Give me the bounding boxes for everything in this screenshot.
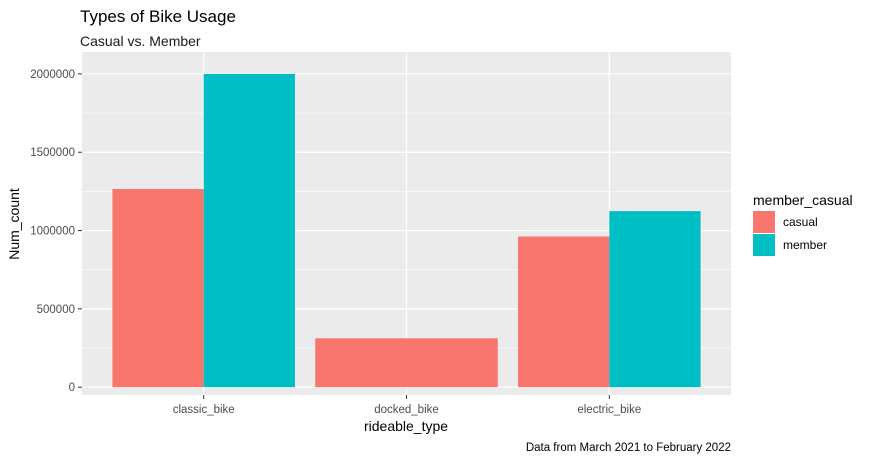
y-tick-label: 1000000 (30, 226, 75, 238)
legend: member_casual casual member (753, 192, 853, 256)
chart-title: Types of Bike Usage (80, 7, 236, 26)
y-axis-title: Num_count (6, 188, 22, 260)
chart-subtitle: Casual vs. Member (80, 33, 201, 49)
legend-swatch-casual (753, 211, 775, 233)
chart-caption: Data from March 2021 to February 2022 (526, 442, 731, 454)
bar-member-electric_bike (609, 211, 701, 388)
y-tick-label: 500000 (37, 304, 75, 316)
y-tick-label: 1500000 (30, 147, 75, 159)
bar-casual-docked_bike (315, 338, 498, 388)
x-tick-label: electric_bike (577, 404, 641, 416)
x-axis-ticks: classic_bike docked_bike electric_bike (173, 395, 641, 416)
legend-label-member: member (783, 238, 827, 252)
bar-casual-electric_bike (518, 236, 610, 388)
x-tick-label: classic_bike (173, 404, 235, 416)
legend-title: member_casual (753, 192, 853, 208)
y-tick-label: 2000000 (30, 69, 75, 81)
bar-casual-classic_bike (112, 189, 204, 388)
x-axis-title: rideable_type (364, 418, 448, 434)
y-axis-ticks: 0 500000 1000000 1500000 2000000 (30, 69, 82, 394)
y-tick-label: 0 (69, 382, 75, 394)
x-tick-label: docked_bike (374, 404, 439, 416)
legend-swatch-member (753, 234, 775, 256)
legend-label-casual: casual (783, 215, 818, 229)
bar-member-classic_bike (203, 73, 295, 388)
bars (112, 73, 701, 388)
